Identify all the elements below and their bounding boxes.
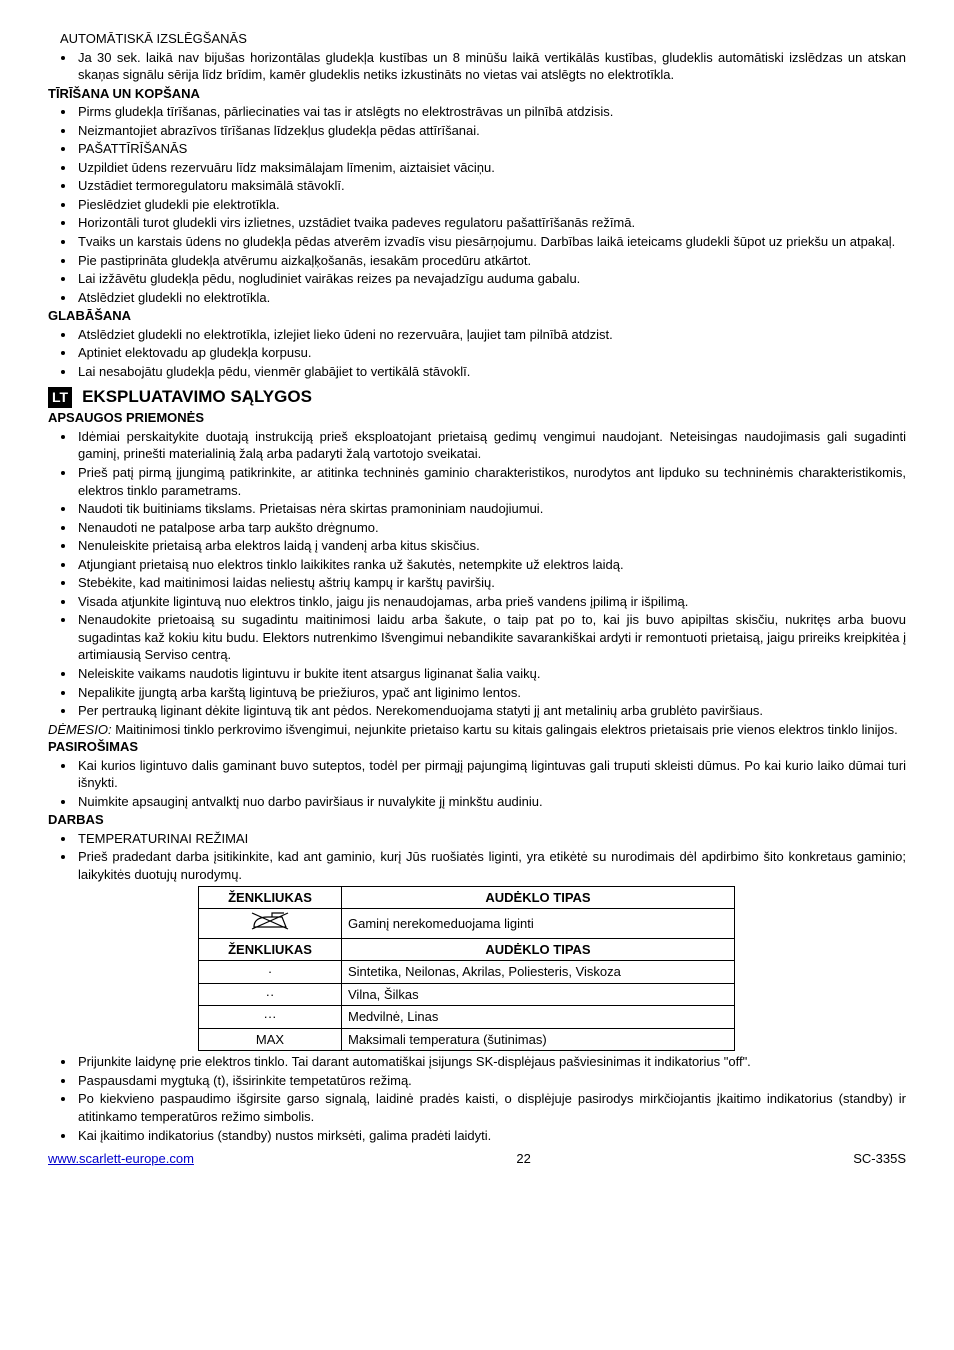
list-item: Pieslēdziet gludekli pie elektrotīkla. [76,196,906,214]
table-header-row-1: ŽENKLIUKAS AUDĖKLO TIPAS [199,886,735,909]
table-header-label-1: ŽENKLIUKAS [199,886,342,909]
iron-icon-text: Gaminį nerekomeduojama liginti [342,909,735,939]
list-item: Kai kurios ligintuvo dalis gaminant buvo… [76,757,906,792]
table-header-label-2: ŽENKLIUKAS [199,938,342,961]
list-item: Uzstādiet termoregulatoru maksimālā stāv… [76,177,906,195]
footer-url[interactable]: www.scarlett-europe.com [48,1150,194,1168]
table-row-label: ··· [199,1006,342,1029]
table-row-type: Medvilnė, Linas [342,1006,735,1029]
list-item: Visada atjunkite ligintuvą nuo elektros … [76,593,906,611]
lt-big-title: EKSPLUATAVIMO SĄLYGOS [82,386,312,409]
table-row-label: MAX [199,1028,342,1051]
list-item: Pie pastiprināta gludekļa atvērumu aizka… [76,252,906,270]
table-row-label: ·· [199,983,342,1006]
list-item: Nuimkite apsauginį antvalktį nuo darbo p… [76,793,906,811]
list-item: Per pertrauką liginant dėkite ligintuvą … [76,702,906,720]
table-header-type-2: AUDĖKLO TIPAS [342,938,735,961]
list-item: Prijunkite laidynę prie elektros tinklo.… [76,1053,906,1071]
list-item: Neizmantojiet abrazīvos tīrīšanas līdzek… [76,122,906,140]
list-item: Nepalikite įjungtą arba karštą ligintuvą… [76,684,906,702]
lt-title-row: LT EKSPLUATAVIMO SĄLYGOS [48,386,906,409]
list-item: Horizontāli turot gludekli virs izlietne… [76,214,906,232]
lt-safety-list: Idėmiai perskaitykite duotają instrukcij… [48,428,906,720]
lv-auto-off-heading: AUTOMĀTISKĀ IZSLĒGŠANĀS [60,30,906,48]
table-row-iron-icon: Gaminį nerekomeduojama liginti [199,909,735,939]
table-row-type: Sintetika, Neilonas, Akrilas, Poliesteri… [342,961,735,984]
lt-preparation-list: Kai kurios ligintuvo dalis gaminant buvo… [48,757,906,811]
footer-page-number: 22 [516,1150,530,1168]
list-item: Atslēdziet gludekli no elektrotīkla. [76,289,906,307]
list-item: Neleiskite vaikams naudotis ligintuvu ir… [76,665,906,683]
list-item: Lai nesabojātu gludekļa pēdu, vienmēr gl… [76,363,906,381]
list-item: Idėmiai perskaitykite duotają instrukcij… [76,428,906,463]
list-item: Paspausdami mygtuką (t), išsirinkite tem… [76,1072,906,1090]
iron-icon-cell [199,909,342,939]
lt-attention-label: DĖMESIO: [48,722,112,737]
list-item: Lai izžāvētu gludekļa pēdu, nogludiniet … [76,270,906,288]
lv-auto-off-list: Ja 30 sek. laikā nav bijušas horizontāla… [48,49,906,84]
lt-preparation-heading: PASIROŠIMAS [48,738,906,756]
page-footer: www.scarlett-europe.com 22 SC-335S [48,1150,906,1168]
table-row: ··Vilna, Šilkas [199,983,735,1006]
lt-attention-paragraph: DĖMESIO: Maitinimosi tinklo perkrovimo i… [48,721,906,739]
list-item: Nenaudoti ne patalpose arba tarp aukšto … [76,519,906,537]
lt-work-list-post: Prijunkite laidynę prie elektros tinklo.… [48,1053,906,1144]
table-row: ···Medvilnė, Linas [199,1006,735,1029]
list-item: Pirms gludekļa tīrīšanas, pārliecinaties… [76,103,906,121]
list-item: Atjungiant prietaisą nuo elektros tinklo… [76,556,906,574]
table-row: MAXMaksimali temperatura (šutinimas) [199,1028,735,1051]
lv-storage-heading: GLABĀŠANA [48,307,906,325]
list-item: PAŠATTĪRĪŠANĀS [76,140,906,158]
no-iron-icon [248,911,292,931]
list-item: Kai įkaitimo indikatorius (standby) nust… [76,1127,906,1145]
table-row-type: Maksimali temperatura (šutinimas) [342,1028,735,1051]
lt-work-list-pre: TEMPERATURINAI REŽIMAIPrieš pradedant da… [48,830,906,884]
table-header-row-2: ŽENKLIUKAS AUDĖKLO TIPAS [199,938,735,961]
list-item: Tvaiks un karstais ūdens no gludekļa pēd… [76,233,906,251]
list-item: Stebėkite, kad maitinimosi laidas nelies… [76,574,906,592]
list-item: Prieš patį pirmą įjungimą patikrinkite, … [76,464,906,499]
lv-storage-list: Atslēdziet gludekli no elektrotīkla, izl… [48,326,906,381]
lt-attention-text: Maitinimosi tinklo perkrovimo išvengimui… [112,722,898,737]
lt-lang-badge: LT [48,387,72,408]
table-row-type: Vilna, Šilkas [342,983,735,1006]
fabric-table: ŽENKLIUKAS AUDĖKLO TIPAS Gaminį nerekome… [198,886,735,1052]
table-row: ·Sintetika, Neilonas, Akrilas, Poliester… [199,961,735,984]
list-item: TEMPERATURINAI REŽIMAI [76,830,906,848]
lt-work-heading: DARBAS [48,811,906,829]
list-item: Prieš pradedant darba įsitikinkite, kad … [76,848,906,883]
lv-cleaning-heading: TĪRĪŠANA UN KOPŠANA [48,85,906,103]
table-row-label: · [199,961,342,984]
footer-model: SC-335S [853,1150,906,1168]
list-item: Atslēdziet gludekli no elektrotīkla, izl… [76,326,906,344]
list-item: Uzpildiet ūdens rezervuāru līdz maksimāl… [76,159,906,177]
list-item: Ja 30 sek. laikā nav bijušas horizontāla… [76,49,906,84]
lt-safety-heading: APSAUGOS PRIEMONĖS [48,409,906,427]
list-item: Aptiniet elektovadu ap gludekļa korpusu. [76,344,906,362]
list-item: Nenuleiskite prietaisą arba elektros lai… [76,537,906,555]
table-header-type-1: AUDĖKLO TIPAS [342,886,735,909]
list-item: Nenaudokite prietoaisą su sugadintu mait… [76,611,906,664]
list-item: Po kiekvieno paspaudimo išgirsite garso … [76,1090,906,1125]
lv-cleaning-list: Pirms gludekļa tīrīšanas, pārliecinaties… [48,103,906,306]
list-item: Naudoti tik buitiniams tikslams. Prietai… [76,500,906,518]
